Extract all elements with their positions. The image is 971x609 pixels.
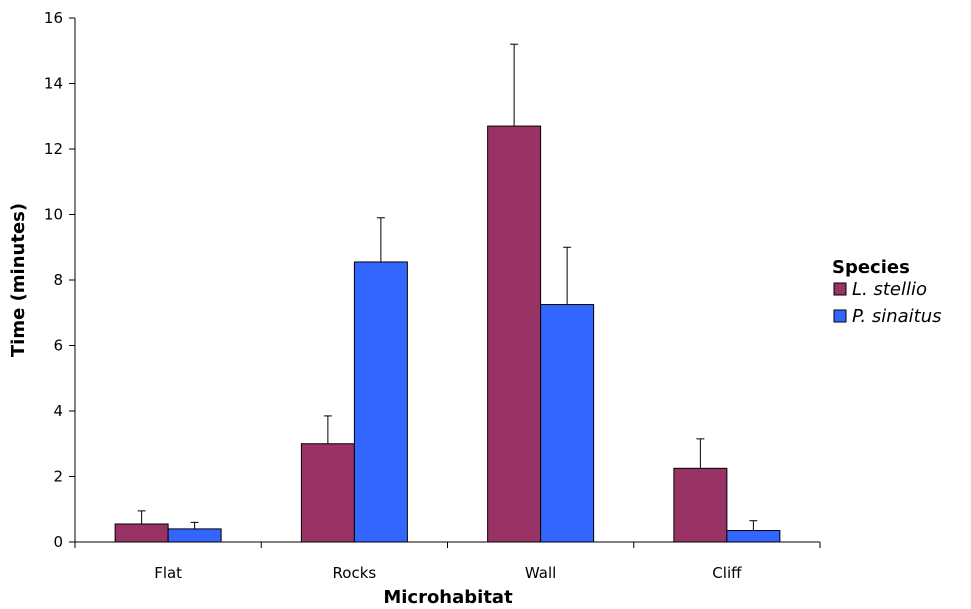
y-tick-label: 6: [53, 337, 63, 355]
legend-swatch: [833, 309, 847, 323]
legend-label: P. sinaitus: [852, 306, 941, 327]
error-bars-layer: [137, 43, 758, 531]
y-tick-label: 4: [53, 402, 63, 420]
y-tick-label: 0: [53, 533, 63, 551]
x-tick-label: Cliff: [712, 564, 742, 582]
x-axis-title: Microhabitat: [383, 587, 513, 608]
bar-flat-series-1: [114, 523, 169, 543]
legend-label: L. stellio: [852, 279, 927, 300]
legend-title: Species: [832, 257, 910, 278]
bars-layer: [114, 125, 781, 543]
bar-wall-series-2: [540, 304, 595, 543]
bar-cliff-series-1: [673, 467, 728, 543]
error-bar-wall-series-1: [510, 43, 519, 127]
y-tick-label: 2: [53, 468, 63, 486]
error-bar-wall-series-2: [563, 246, 572, 305]
error-bar-rocks-series-2: [376, 217, 385, 262]
error-bar-flat-series-1: [137, 510, 146, 524]
y-tick-label: 12: [44, 140, 63, 158]
x-ticks: Flat Rocks Wall Cliff: [74, 542, 821, 582]
y-tick-label: 8: [53, 271, 63, 289]
error-bar-cliff-series-1: [696, 438, 705, 469]
legend-items: L. stellio P. sinaitus: [833, 279, 941, 327]
error-bar-flat-series-2: [190, 521, 199, 529]
x-tick-label: Wall: [525, 564, 556, 582]
error-bar-cliff-series-2: [749, 520, 758, 531]
y-tick-label: 14: [44, 75, 63, 93]
y-tick-label: 10: [44, 206, 63, 224]
x-tick-label: Rocks: [333, 564, 377, 582]
bar-rocks-series-2: [353, 261, 408, 543]
legend: Species L. stellio P. sinaitus: [832, 257, 941, 327]
bar-flat-series-2: [167, 528, 222, 543]
bar-cliff-series-2: [726, 530, 781, 543]
error-bar-rocks-series-1: [323, 415, 332, 444]
legend-swatch: [833, 282, 847, 296]
bar-wall-series-1: [487, 125, 542, 543]
y-axis-title: Time (minutes): [8, 203, 29, 357]
y-ticks: 0 2 4 6 8 10 12 14 16: [44, 9, 75, 551]
x-tick-label: Flat: [154, 564, 182, 582]
bar-rocks-series-1: [300, 443, 355, 543]
y-tick-label: 16: [44, 9, 63, 27]
